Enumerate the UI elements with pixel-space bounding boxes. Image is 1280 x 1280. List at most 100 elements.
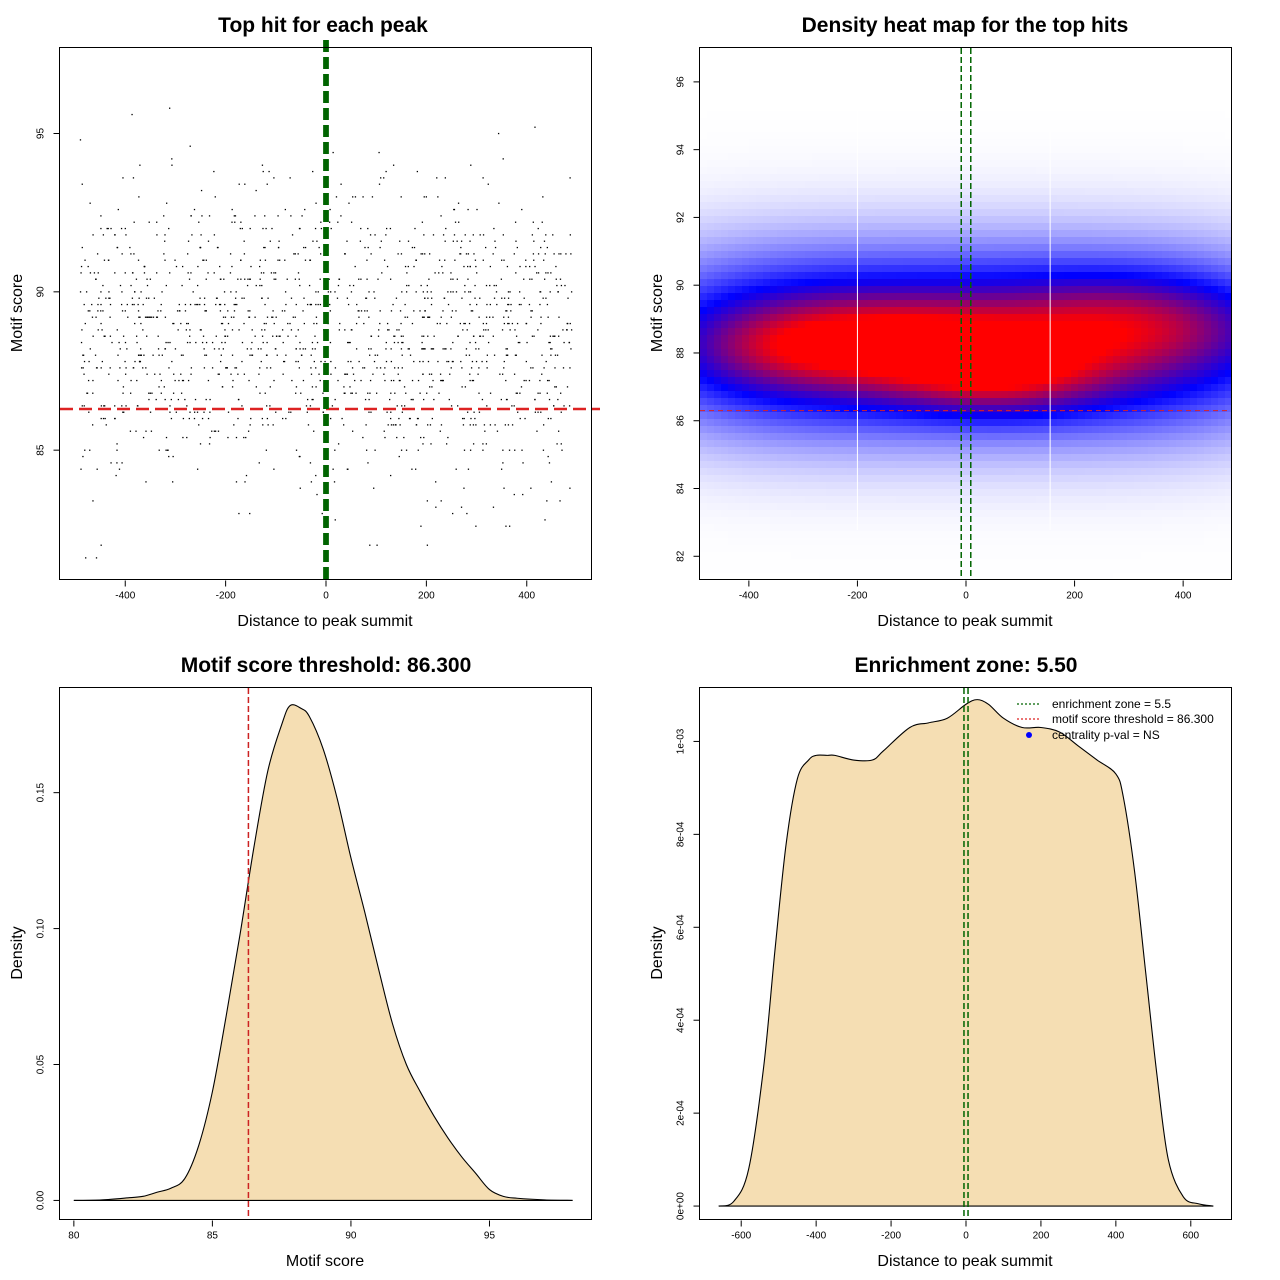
heatmap-cell xyxy=(1008,405,1016,413)
heatmap-cell xyxy=(987,377,995,385)
heatmap-cell xyxy=(868,475,876,483)
heatmap-cell xyxy=(707,405,715,413)
heatmap-cell xyxy=(931,160,939,168)
heatmap-cell xyxy=(798,335,806,343)
heatmap-cell xyxy=(777,48,785,56)
heatmap-cell xyxy=(889,111,897,119)
scatter-point xyxy=(478,316,480,318)
heatmap-cell xyxy=(959,55,967,63)
heatmap-cell xyxy=(931,237,939,245)
scatter-point xyxy=(190,272,192,274)
heatmap-cell xyxy=(784,503,792,511)
scatter-point xyxy=(109,316,111,318)
heatmap-cell xyxy=(882,510,890,518)
heatmap-cell xyxy=(868,174,876,182)
heatmap-cell xyxy=(889,391,897,399)
scatter-point xyxy=(376,544,378,546)
heatmap-cell xyxy=(875,440,883,448)
scatter-point xyxy=(510,303,512,306)
heatmap-cell xyxy=(847,566,855,574)
heatmap-cell xyxy=(875,370,883,378)
heatmap-cell xyxy=(826,216,834,224)
heatmap-cell xyxy=(826,104,834,112)
heatmap-cell xyxy=(770,97,778,105)
heatmap-cell xyxy=(1001,496,1009,504)
heatmap-cell xyxy=(749,538,757,546)
heatmap-cell xyxy=(882,307,890,315)
scatter-point xyxy=(92,424,94,426)
heatmap-cell xyxy=(805,433,813,441)
heatmap-cell xyxy=(994,174,1002,182)
heatmap-cell xyxy=(770,237,778,245)
heatmap-cell xyxy=(756,454,764,462)
heatmap-cell xyxy=(987,279,995,287)
heatmap-cell xyxy=(833,230,841,238)
heatmap-cell xyxy=(875,111,883,119)
heatmap-cell xyxy=(798,566,806,574)
heatmap-cell xyxy=(931,69,939,77)
heatmap-cell xyxy=(882,391,890,399)
scatter-point xyxy=(130,392,132,394)
heatmap-cell xyxy=(987,363,995,371)
heatmap-cell xyxy=(749,272,757,280)
heatmap-cell xyxy=(980,552,988,560)
heatmap-cell xyxy=(938,433,946,441)
heatmap-cell xyxy=(770,293,778,301)
heatmap-cell xyxy=(889,132,897,140)
scatter-point xyxy=(182,354,184,356)
heatmap-cell xyxy=(826,97,834,105)
heatmap-cell xyxy=(938,55,946,63)
heatmap-cell xyxy=(966,314,974,322)
heatmap-cell xyxy=(707,482,715,490)
heatmap-cell xyxy=(1015,55,1023,63)
heatmap-cell xyxy=(784,258,792,266)
heatmap-cell xyxy=(917,139,925,147)
scatter-point xyxy=(481,360,483,363)
heatmap-cell xyxy=(973,62,981,70)
heatmap-cell xyxy=(714,447,722,455)
heatmap-cell xyxy=(798,482,806,490)
heatmap-cell xyxy=(910,531,918,539)
scatter-point xyxy=(476,272,478,274)
heatmap-cell xyxy=(994,475,1002,483)
scatter-point xyxy=(504,424,507,426)
heatmap-cell xyxy=(819,167,827,175)
heatmap-cell xyxy=(847,573,855,580)
scatter-point xyxy=(487,329,489,331)
heatmap-cell xyxy=(917,230,925,238)
scatter-point xyxy=(523,278,525,280)
heatmap-cell xyxy=(868,482,876,490)
scatter-point xyxy=(249,424,251,426)
heatmap-cell xyxy=(966,258,974,266)
heatmap-cell xyxy=(770,209,778,217)
scatter-point xyxy=(313,430,315,432)
heatmap-cell xyxy=(868,468,876,476)
heatmap-cell xyxy=(714,244,722,252)
heatmap-cell xyxy=(903,265,911,273)
scatter-point xyxy=(384,367,386,369)
heatmap-cell xyxy=(868,384,876,392)
heatmap-cell xyxy=(868,489,876,497)
heatmap-cell xyxy=(735,398,743,406)
scatter-point xyxy=(429,253,431,255)
heatmap-cell xyxy=(1008,83,1016,91)
heatmap-cell xyxy=(819,482,827,490)
heatmap-cell xyxy=(819,125,827,133)
heatmap-cell xyxy=(938,293,946,301)
scatter-point xyxy=(467,253,470,255)
heatmap-cell xyxy=(854,552,862,560)
heatmap-cell xyxy=(931,132,939,140)
heatmap-cell xyxy=(784,573,792,580)
heatmap-cell xyxy=(833,300,841,308)
heatmap-cell xyxy=(805,251,813,259)
heatmap-cell xyxy=(847,293,855,301)
heatmap-cell xyxy=(700,356,708,364)
heatmap-cell xyxy=(791,216,799,224)
heatmap-cell xyxy=(728,517,736,525)
heatmap-cell xyxy=(910,328,918,336)
heatmap-cell xyxy=(707,286,715,294)
heatmap-cell xyxy=(994,258,1002,266)
scatter-point xyxy=(350,392,352,394)
heatmap-cell xyxy=(882,398,890,406)
scatter-point xyxy=(203,259,205,261)
